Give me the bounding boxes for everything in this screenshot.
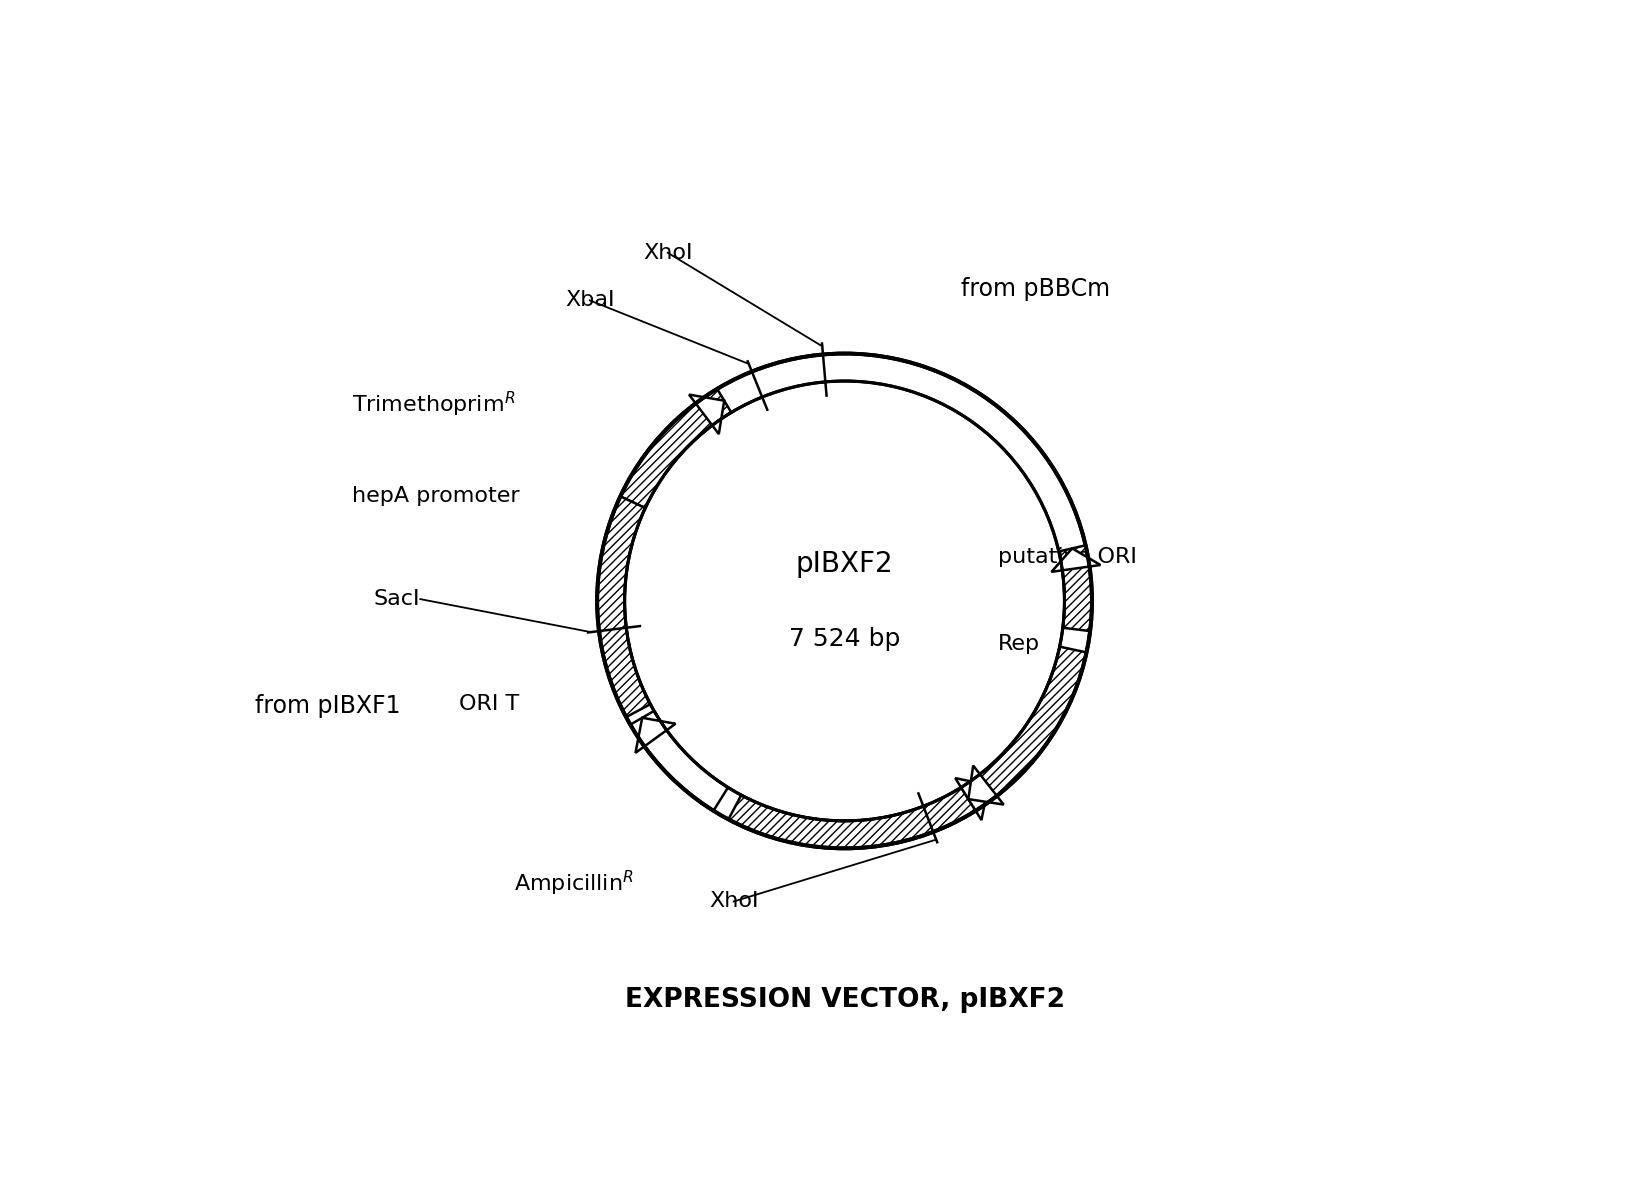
Text: Trimethoprim$^R$: Trimethoprim$^R$ (351, 389, 516, 419)
Text: 7 524 bp: 7 524 bp (789, 627, 901, 651)
Wedge shape (728, 775, 996, 848)
Text: EXPRESSION VECTOR, pIBXF2: EXPRESSION VECTOR, pIBXF2 (624, 987, 1064, 1013)
Text: XhoI: XhoI (642, 243, 692, 263)
Polygon shape (636, 718, 675, 753)
Text: putative ORI: putative ORI (998, 547, 1136, 566)
Wedge shape (621, 389, 731, 508)
Wedge shape (962, 646, 1087, 810)
Wedge shape (631, 710, 728, 810)
Text: SacI: SacI (374, 589, 420, 609)
Text: Rep: Rep (998, 634, 1039, 654)
Text: XbaI: XbaI (565, 290, 614, 311)
Polygon shape (1051, 549, 1100, 572)
Text: XhoI: XhoI (708, 891, 758, 912)
Text: ORI T: ORI T (460, 694, 519, 714)
Text: from pBBCm: from pBBCm (960, 277, 1110, 301)
Text: Ampicillin$^R$: Ampicillin$^R$ (514, 869, 634, 897)
Text: pIBXF2: pIBXF2 (796, 550, 893, 578)
Polygon shape (688, 395, 725, 434)
Wedge shape (598, 496, 651, 718)
Wedge shape (1059, 545, 1092, 631)
Text: from pIBXF1: from pIBXF1 (255, 694, 400, 719)
Polygon shape (968, 765, 1003, 804)
Polygon shape (955, 778, 988, 820)
Text: hepA promoter: hepA promoter (351, 486, 519, 506)
